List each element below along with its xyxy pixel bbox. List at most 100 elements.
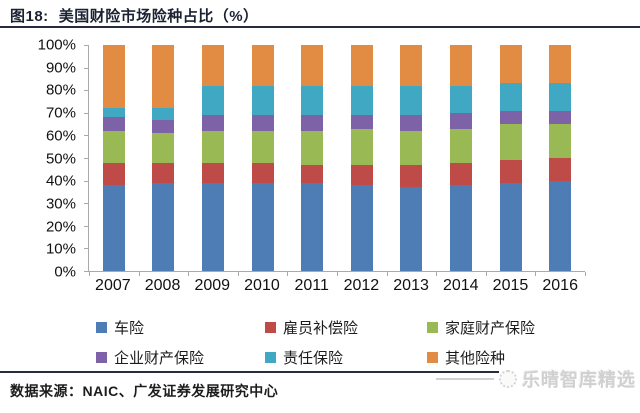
watermark-logo-icon bbox=[499, 370, 517, 388]
y-tick-mark bbox=[84, 158, 89, 159]
bar-segment bbox=[400, 164, 423, 188]
stacked-bar-2014 bbox=[449, 45, 472, 271]
bar-segment bbox=[549, 180, 572, 271]
x-tick-label: 2008 bbox=[144, 277, 181, 294]
x-tick-mark bbox=[237, 272, 239, 276]
bar-segment bbox=[499, 182, 522, 271]
bar-segment bbox=[400, 115, 423, 131]
y-tick-mark bbox=[84, 248, 89, 250]
y-tick-label: 80% bbox=[45, 81, 76, 99]
bar-segment bbox=[350, 164, 373, 186]
legend-item: 车险 bbox=[96, 317, 265, 338]
stacked-bar-2011 bbox=[301, 45, 324, 271]
watermark-text: 乐晴智库精选 bbox=[522, 370, 636, 390]
bar-slot-2013 bbox=[387, 45, 437, 271]
bar-slot-2014 bbox=[436, 45, 486, 271]
legend-label: 车险 bbox=[114, 320, 145, 337]
legend-item: 雇员补偿险 bbox=[265, 317, 427, 338]
stacked-bar-2012 bbox=[350, 45, 373, 271]
y-tick-mark bbox=[84, 180, 89, 182]
legend-swatch-icon bbox=[265, 322, 276, 333]
x-tick-label: 2007 bbox=[95, 277, 131, 294]
x-tick-mark bbox=[485, 272, 487, 276]
legend-swatch-icon bbox=[427, 352, 438, 363]
bar-segment bbox=[449, 85, 472, 113]
bar-segment bbox=[549, 45, 572, 84]
y-tick-label: 50% bbox=[45, 150, 76, 167]
legend-label: 雇员补偿险 bbox=[283, 320, 359, 337]
legend-swatch-icon bbox=[265, 352, 276, 363]
bar-slot-2016 bbox=[535, 45, 585, 271]
legend-label: 其他险种 bbox=[445, 350, 506, 367]
bar-segment bbox=[499, 124, 522, 161]
bar-segment bbox=[499, 160, 522, 183]
legend-swatch-icon bbox=[96, 322, 107, 333]
bar-segment bbox=[251, 85, 274, 116]
bar-segment bbox=[449, 162, 472, 186]
x-tick-label: 2016 bbox=[542, 277, 578, 294]
bar-segment bbox=[449, 45, 472, 86]
x-tick-mark bbox=[436, 272, 438, 276]
x-tick-mark bbox=[138, 272, 140, 276]
legend-label: 责任保险 bbox=[283, 350, 344, 367]
bar-slot-2008 bbox=[139, 45, 189, 271]
bar-segment bbox=[201, 162, 224, 183]
x-tick-mark bbox=[188, 272, 190, 276]
x-tick-mark bbox=[535, 272, 537, 276]
y-tick-mark bbox=[84, 271, 89, 272]
bar-segment bbox=[251, 130, 274, 163]
bar-segment bbox=[102, 45, 125, 109]
x-tick-mark bbox=[337, 272, 338, 276]
y-axis-labels: 100% 90% 80% 70% 60% 50% 40% 30% 20% 10% 0% bbox=[0, 37, 82, 281]
x-tick-mark bbox=[89, 272, 90, 276]
bar-segment bbox=[400, 130, 423, 165]
x-tick-label: 2014 bbox=[442, 277, 479, 294]
bar-segment bbox=[152, 119, 175, 134]
stacked-bar-2007 bbox=[102, 45, 125, 271]
bar-segment bbox=[400, 85, 423, 116]
y-tick-mark bbox=[84, 45, 89, 46]
bar-segment bbox=[102, 108, 125, 118]
bar-segment bbox=[102, 162, 125, 186]
legend-item: 家庭财产保险 bbox=[427, 317, 616, 338]
bar-segment bbox=[549, 110, 572, 125]
bar-segment bbox=[201, 115, 224, 131]
bar-segment bbox=[499, 110, 522, 125]
watermark-line bbox=[436, 378, 494, 380]
figure-label: 图18: bbox=[10, 8, 49, 25]
chart-title-text: 美国财险市场险种占比（%） bbox=[58, 8, 259, 25]
bar-segment bbox=[251, 162, 274, 183]
bar-slot-2007 bbox=[89, 45, 139, 271]
bar-slot-2011 bbox=[287, 45, 337, 271]
watermark: 乐晴智库精选 bbox=[436, 366, 636, 392]
y-tick-mark bbox=[84, 90, 89, 92]
stacked-bar-2016 bbox=[549, 45, 572, 271]
bar-segment bbox=[400, 45, 423, 86]
y-tick-mark bbox=[84, 203, 89, 205]
bars-container bbox=[89, 45, 585, 271]
stacked-bar-2008 bbox=[152, 45, 175, 271]
bar-slot-2012 bbox=[337, 45, 387, 271]
bar-slot-2015 bbox=[486, 45, 536, 271]
y-tick-label: 60% bbox=[45, 127, 76, 145]
legend-label: 企业财产保险 bbox=[114, 350, 205, 367]
bar-segment bbox=[499, 45, 522, 84]
y-tick-label: 100% bbox=[37, 36, 76, 54]
plot-area bbox=[84, 45, 586, 276]
bar-segment bbox=[549, 124, 572, 159]
bar-segment bbox=[350, 85, 373, 116]
bar-segment bbox=[350, 45, 373, 86]
x-axis-labels: 2007 2008 2009 2010 2011 2012 2013 2014 2015 2016 bbox=[88, 277, 585, 295]
chart-legend: 车险 雇员补偿险 家庭财产保险企业财产保险 责任保险 其他险种 bbox=[96, 317, 616, 368]
legend-item: 其他险种 bbox=[427, 347, 616, 368]
legend-swatch-icon bbox=[427, 322, 438, 333]
bar-segment bbox=[301, 130, 324, 165]
legend-item: 企业财产保险 bbox=[96, 347, 265, 368]
bar-segment bbox=[102, 185, 125, 271]
x-tick-label: 2009 bbox=[194, 277, 231, 294]
bar-segment bbox=[449, 128, 472, 163]
legend-label: 家庭财产保险 bbox=[445, 320, 536, 337]
y-tick-label: 90% bbox=[45, 59, 76, 77]
bar-segment bbox=[251, 115, 274, 131]
